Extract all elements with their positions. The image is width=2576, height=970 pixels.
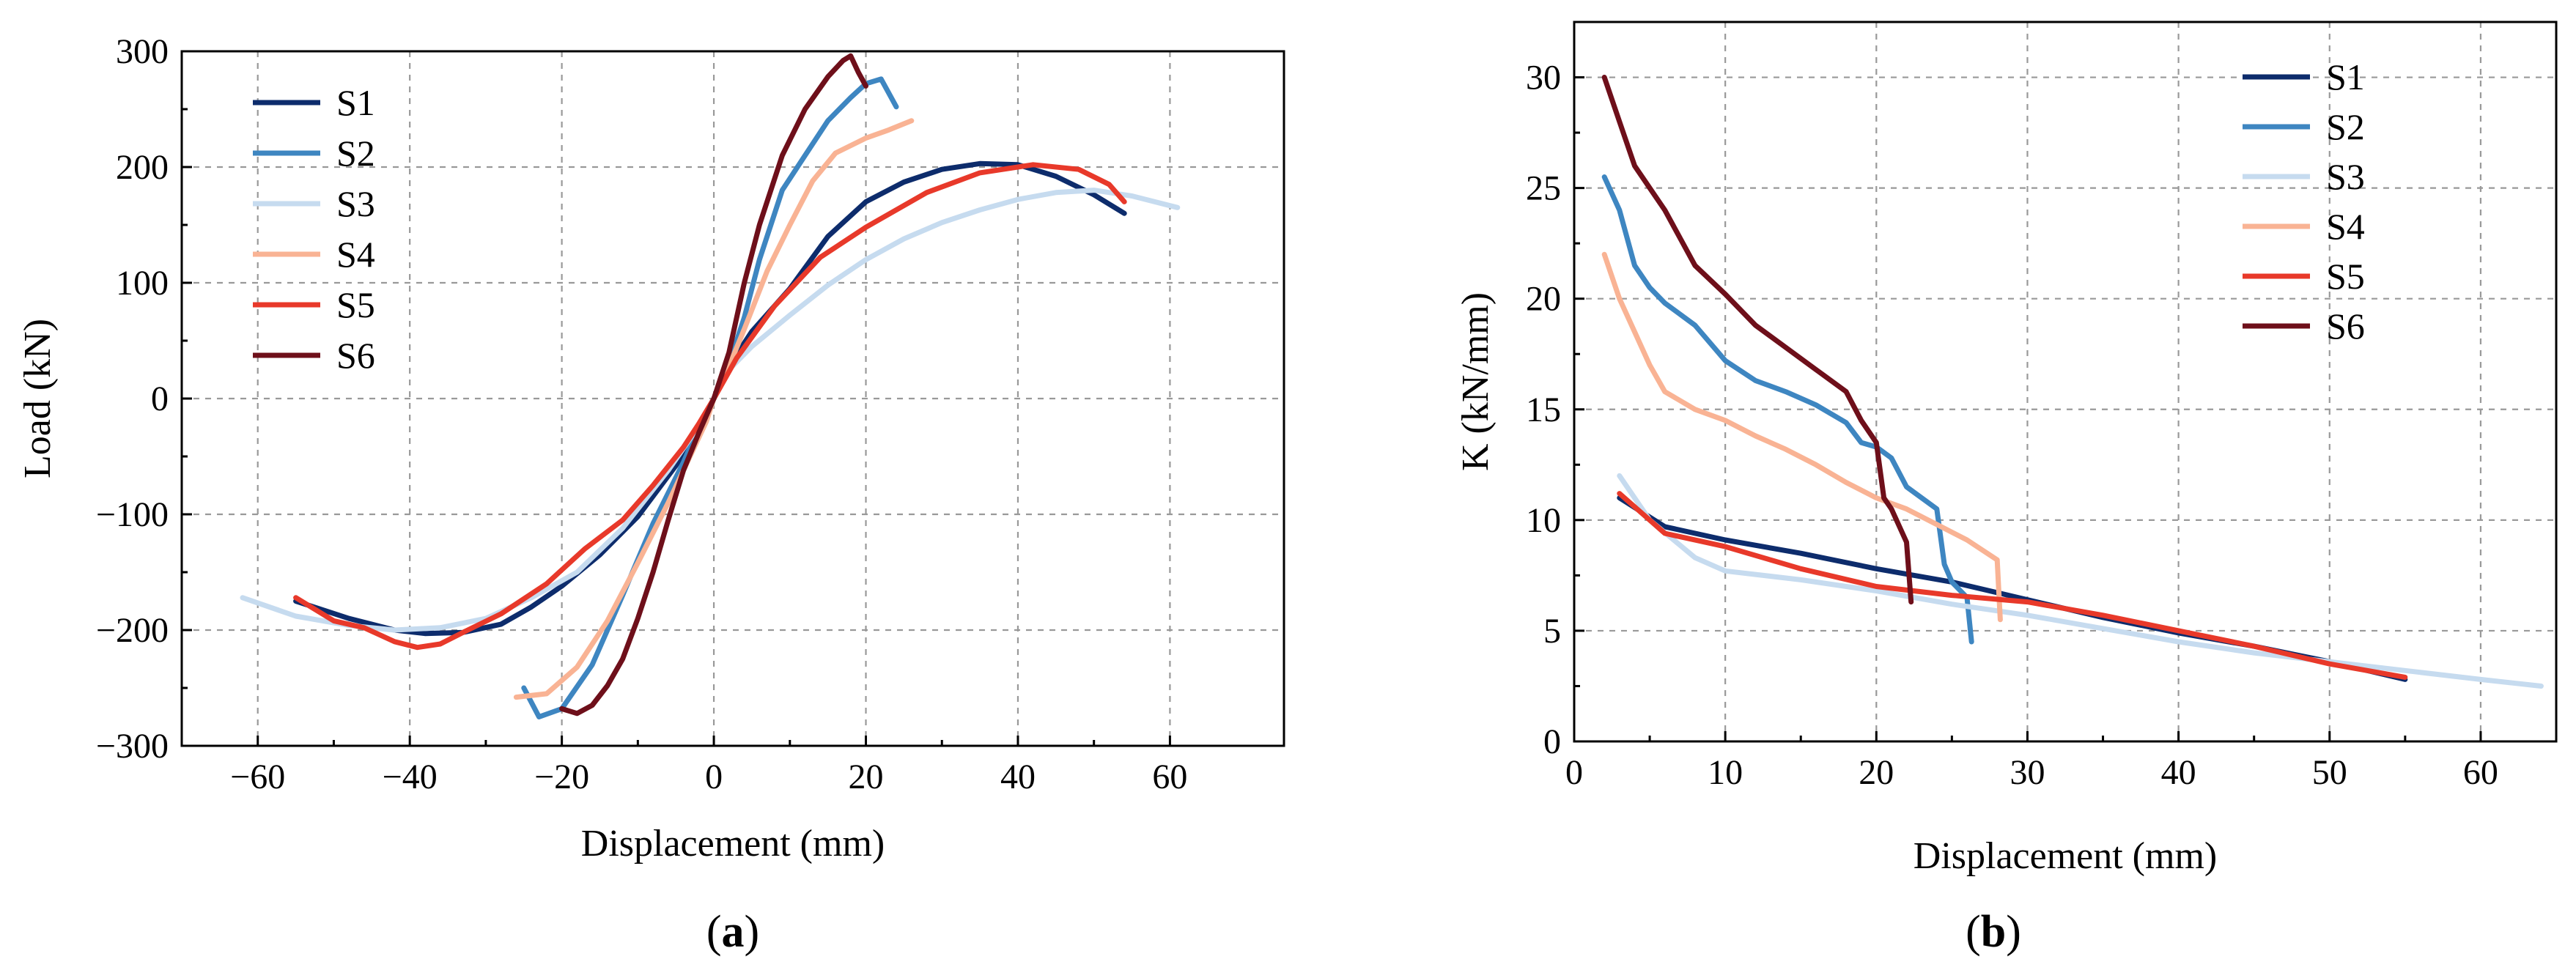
chart-a-legend-label: S5 [336,284,375,325]
chart-a-legend-label: S1 [336,82,375,123]
chart-b-legend-item-s2: S2 [2243,106,2365,147]
chart-a-y-tick-labels: −300 −200 −100 0 100 200 300 [96,32,169,766]
chart-a-x-tick-label: 20 [849,758,884,796]
chart-b-series-s3-line [1617,473,2544,689]
chart-a-x-tick-label: −60 [230,758,285,796]
chart-b-legend-item-s4: S4 [2243,206,2365,247]
chart-b-x-tick-label: 0 [1565,753,1583,792]
chart-a-legend-item-s5: S5 [253,284,375,325]
chart-b-ticks [1573,76,2482,743]
chart-b-legend-label: S1 [2326,56,2365,97]
chart-b-x-tick-label: 30 [2009,753,2045,792]
chart-b-panel-label: (b) [1966,907,2021,957]
chart-b-legend: S1 S2 S3 S4 S5 S6 [2243,56,2365,347]
chart-b-x-axis-label: Displacement (mm) [1913,835,2217,877]
chart-b-y-tick-labels: 0 5 10 15 20 25 30 [1526,59,1561,761]
chart-b-legend-item-s6: S6 [2243,306,2365,347]
chart-a-ticks [182,50,1171,747]
chart-b-series-group [1601,75,2544,689]
chart-a-legend-label: S2 [336,133,375,174]
chart-a-y-tick-label: 300 [116,32,169,71]
chart-b-x-tick-labels: 0 10 20 30 40 50 60 [1565,753,2498,792]
chart-b-x-tick-label: 20 [1859,753,1894,792]
chart-a-series-s5-line [293,162,1127,651]
chart-a-series-s6-line [559,53,868,717]
chart-b-y-tick-label: 25 [1526,169,1561,208]
chart-b-legend-item-s3: S3 [2243,156,2365,197]
chart-a-x-tick-label: −20 [534,758,589,796]
chart-b-legend-item-s5: S5 [2243,256,2365,297]
chart-a-y-axis-label: Load (kN) [17,319,59,478]
chart-b-panel-letter: b [1981,907,2006,957]
chart-b-legend-label: S3 [2326,156,2365,197]
chart-a-x-tick-label: 40 [1000,758,1036,796]
chart-b-legend-label: S5 [2326,256,2365,297]
chart-a-y-tick-label: 200 [116,148,169,187]
chart-a-y-tick-label: −300 [96,727,169,766]
chart-a-series-group [240,53,1181,719]
chart-b-y-axis-label: K (kN/mm) [1455,292,1496,471]
chart-b: 0 10 20 30 40 50 60 0 5 10 15 20 25 30 Displacement … [1455,21,2558,957]
chart-b-y-tick-label: 10 [1526,501,1561,540]
chart-a-legend-item-s6: S6 [253,335,375,376]
chart-a-panel-letter: a [722,907,745,957]
chart-b-y-tick-label: 20 [1526,280,1561,319]
chart-b-series-s2-line [1601,174,1974,645]
chart-a-y-tick-label: 100 [116,264,169,303]
chart-a-y-tick-label: 0 [151,380,169,418]
chart-a-legend-label: S3 [336,183,375,224]
chart-a-y-tick-label: −200 [96,611,169,650]
chart-b-x-tick-label: 10 [1708,753,1743,792]
chart-a-legend-item-s4: S4 [253,234,375,275]
chart-a-x-axis-label: Displacement (mm) [581,823,885,865]
chart-a-legend: S1 S2 S3 S4 S5 S6 [253,82,375,376]
chart-b-plot-frame [1573,21,2558,743]
chart-b-legend-label: S4 [2326,206,2365,247]
chart-b-y-tick-label: 0 [1543,722,1561,761]
chart-b-x-tick-label: 50 [2312,753,2347,792]
chart-b-legend-label: S6 [2326,306,2365,347]
chart-a-x-tick-label: −40 [383,758,438,796]
chart-a-legend-label: S4 [336,234,375,275]
chart-a-legend-item-s1: S1 [253,82,375,123]
chart-b-series-s4-line [1601,251,2003,623]
chart-b-x-tick-label: 40 [2161,753,2196,792]
chart-a-legend-label: S6 [336,335,375,376]
chart-a-x-tick-labels: −60 −40 −20 0 20 40 60 [230,758,1187,796]
chart-b-series-s5-line [1617,491,2408,680]
chart-b-grid [1573,22,2556,741]
chart-b-y-tick-label: 5 [1543,612,1561,651]
chart-a-y-tick-label: −100 [96,495,169,534]
chart-b-series-s6-line [1601,75,1914,605]
chart-a: −60 −40 −20 0 20 40 60 −300−200−1000100200300 … [17,32,1285,957]
chart-b-y-tick-label: 30 [1526,59,1561,97]
chart-a-panel-label: (a) [706,907,759,957]
chart-a-legend-item-s2: S2 [253,133,375,174]
chart-b-legend-item-s1: S1 [2243,56,2365,97]
chart-a-x-tick-label: 0 [705,758,723,796]
chart-b-legend-label: S2 [2326,106,2365,147]
chart-b-x-tick-label: 60 [2463,753,2498,792]
chart-a-x-tick-label: 60 [1152,758,1187,796]
chart-a-legend-item-s3: S3 [253,183,375,224]
chart-b-y-tick-label: 15 [1526,390,1561,429]
